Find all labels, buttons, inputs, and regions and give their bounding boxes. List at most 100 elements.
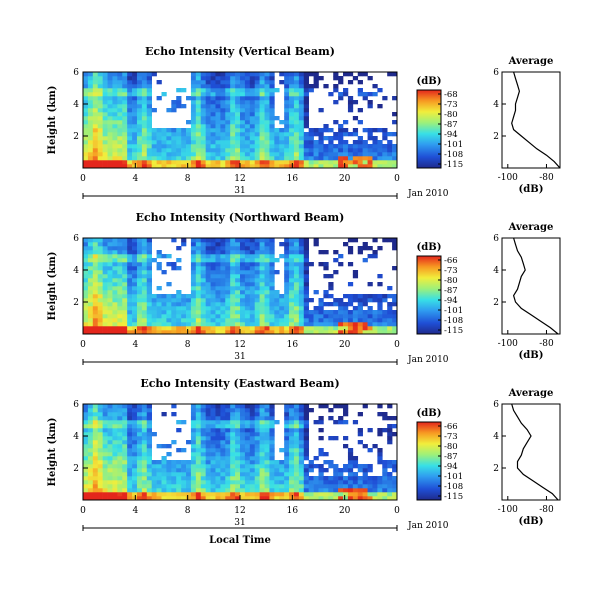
average-frame bbox=[501, 403, 561, 501]
chart-title: Echo Intensity (Eastward Beam) bbox=[140, 377, 339, 390]
average-x-tick-label: -100 bbox=[498, 339, 518, 349]
x-tick-label: 0 bbox=[80, 174, 86, 184]
colorbar-tick-label: -101 bbox=[444, 472, 463, 482]
colorbar-tick-label: -87 bbox=[444, 286, 458, 296]
x-tick-label: 8 bbox=[185, 340, 191, 350]
panel-2: Echo Intensity (Northward Beam) 2 4 6 0 4 8 12 1… bbox=[47, 211, 561, 365]
colorbar-tick-label: -115 bbox=[444, 326, 463, 336]
average-x-label: (dB) bbox=[519, 350, 544, 361]
average-x-label: (dB) bbox=[519, 184, 544, 195]
average-title: Average bbox=[508, 56, 554, 67]
colorbar-unit: (dB) bbox=[417, 76, 442, 87]
heatmap-field bbox=[83, 404, 398, 501]
average-x-tick-label: -80 bbox=[539, 339, 554, 349]
y-tick-label: 4 bbox=[73, 100, 79, 110]
y-tick-label: 2 bbox=[73, 298, 79, 308]
y-axis-label: Height (km) bbox=[47, 86, 58, 155]
colorbar-tick-label: -80 bbox=[444, 442, 458, 452]
average-profile-line bbox=[512, 237, 559, 335]
x-tick-label: 8 bbox=[185, 506, 191, 516]
y-tick-label: 6 bbox=[73, 400, 79, 410]
x-tick-label: 0 bbox=[80, 340, 86, 350]
colorbar-tick-label: -80 bbox=[444, 110, 458, 120]
x-axis-label: Local Time bbox=[209, 535, 271, 546]
y-tick-label: 6 bbox=[73, 234, 79, 244]
x-tick-label: 8 bbox=[185, 174, 191, 184]
colorbar-unit: (dB) bbox=[417, 242, 442, 253]
colorbar-tick-label: -66 bbox=[444, 422, 458, 432]
colorbar-tick-label: -94 bbox=[444, 296, 458, 306]
panel-3: Echo Intensity (Eastward Beam) 2 4 6 0 4 8 12 16… bbox=[47, 377, 561, 546]
chart-title: Echo Intensity (Vertical Beam) bbox=[145, 45, 335, 58]
average-frame bbox=[501, 237, 561, 335]
average-x-tick-label: -100 bbox=[498, 173, 518, 183]
x-tick-label: 20 bbox=[339, 340, 351, 350]
x-tick-label: 16 bbox=[287, 174, 299, 184]
x-tick-label: 4 bbox=[132, 174, 138, 184]
y-tick-label: 4 bbox=[73, 432, 79, 442]
average-y-tick-label: 2 bbox=[493, 298, 499, 308]
x-tick-label: 20 bbox=[339, 174, 351, 184]
panel-1: Echo Intensity (Vertical Beam) 2 4 6 0 4 8 12 16… bbox=[47, 45, 561, 199]
x-tick-label: 16 bbox=[287, 506, 299, 516]
y-tick-label: 4 bbox=[73, 266, 79, 276]
average-y-tick-label: 6 bbox=[493, 234, 499, 244]
colorbar-tick-label: -73 bbox=[444, 100, 458, 110]
average-title: Average bbox=[508, 222, 554, 233]
colorbar bbox=[416, 89, 442, 169]
average-x-tick-label: -80 bbox=[539, 505, 554, 515]
y-tick-label: 2 bbox=[73, 132, 79, 142]
heatmap-field bbox=[83, 72, 398, 169]
y-tick-label: 6 bbox=[73, 68, 79, 78]
average-y-tick-label: 6 bbox=[493, 400, 499, 410]
colorbar-tick-label: -73 bbox=[444, 266, 458, 276]
colorbar-tick-label: -108 bbox=[444, 316, 463, 326]
colorbar-tick-label: -94 bbox=[444, 130, 458, 140]
average-y-tick-label: 4 bbox=[493, 432, 499, 442]
average-y-tick-label: 2 bbox=[493, 132, 499, 142]
colorbar-tick-label: -108 bbox=[444, 482, 463, 492]
date-label: Jan 2010 bbox=[407, 521, 449, 531]
chart-title: Echo Intensity (Northward Beam) bbox=[136, 211, 345, 224]
average-y-tick-label: 2 bbox=[493, 464, 499, 474]
x-tick-label: 12 bbox=[234, 506, 245, 516]
colorbar-tick-label: -101 bbox=[444, 306, 463, 316]
day-label: 31 bbox=[234, 186, 245, 196]
day-label: 31 bbox=[234, 518, 245, 528]
average-y-tick-label: 6 bbox=[493, 68, 499, 78]
average-frame bbox=[501, 71, 561, 169]
y-axis-label: Height (km) bbox=[47, 418, 58, 487]
date-label: Jan 2010 bbox=[407, 189, 449, 199]
colorbar-unit: (dB) bbox=[417, 408, 442, 419]
x-tick-label: 0 bbox=[80, 506, 86, 516]
x-tick-label: 4 bbox=[132, 506, 138, 516]
average-y-tick-label: 4 bbox=[493, 266, 499, 276]
x-tick-label: 12 bbox=[234, 174, 245, 184]
x-tick-label: 4 bbox=[132, 340, 138, 350]
x-tick-label: 12 bbox=[234, 340, 245, 350]
colorbar-tick-label: -73 bbox=[444, 432, 458, 442]
colorbar-tick-label: -80 bbox=[444, 276, 458, 286]
x-tick-label: 0 bbox=[394, 506, 400, 516]
x-tick-label: 0 bbox=[394, 174, 400, 184]
average-x-tick-label: -80 bbox=[539, 173, 554, 183]
heatmap-field bbox=[83, 238, 398, 335]
colorbar bbox=[416, 255, 442, 335]
colorbar-tick-label: -87 bbox=[444, 120, 458, 130]
average-profile-line bbox=[511, 403, 559, 501]
average-x-tick-label: -100 bbox=[498, 505, 518, 515]
average-title: Average bbox=[508, 388, 554, 399]
x-tick-label: 0 bbox=[394, 340, 400, 350]
colorbar-tick-label: -68 bbox=[444, 90, 458, 100]
x-tick-label: 20 bbox=[339, 506, 351, 516]
colorbar-tick-label: -66 bbox=[444, 256, 458, 266]
average-profile-line bbox=[511, 71, 561, 169]
x-tick-label: 16 bbox=[287, 340, 299, 350]
colorbar-tick-label: -87 bbox=[444, 452, 458, 462]
average-y-tick-label: 4 bbox=[493, 100, 499, 110]
colorbar-tick-label: -115 bbox=[444, 160, 463, 170]
colorbar bbox=[416, 421, 442, 501]
average-x-label: (dB) bbox=[519, 516, 544, 527]
colorbar-tick-label: -115 bbox=[444, 492, 463, 502]
